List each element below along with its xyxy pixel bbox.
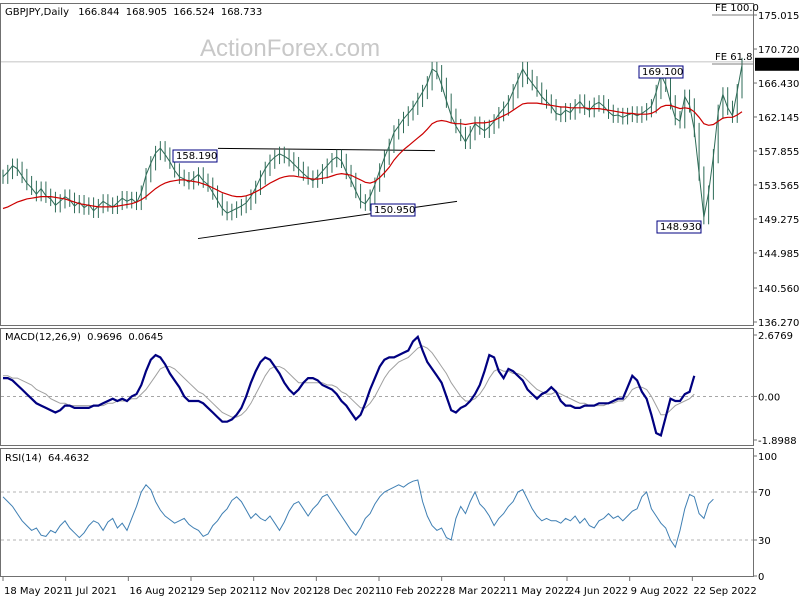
label-169-100: 169.100 [642,67,683,78]
watermark: ActionForex.com [200,35,380,62]
y-tick-label: 0 [758,572,764,583]
y-tick-label: 30 [758,536,771,547]
x-tick-label: 18 May 2021 [4,586,69,597]
y-tick-label: 170.720 [758,45,799,56]
rsi-label: RSI(14) [5,453,42,464]
panel-frames [0,3,754,577]
last-price-text: 168.733 [757,60,798,71]
macd-signal-value: 0.0645 [128,332,163,343]
ohlc-low: 166.524 [173,7,214,18]
rsi-value: 64.4632 [48,453,89,464]
y-tick-label: -1.8988 [758,436,797,447]
y-tick-label: 0.00 [758,392,780,403]
label-148-930-box [656,220,702,234]
annotations-layer: 158.190 150.950 169.100 148.930 FE 100.0 FE 6… [172,3,799,234]
macd-label: MACD(12,26,9) [5,332,81,343]
label-158-190-box [172,149,218,163]
series-layer [2,57,743,549]
rsi-line [2,479,714,549]
y-tick-label: 166.430 [758,79,799,90]
last-price-tag [755,57,799,71]
y-tick-label: 100 [758,452,777,463]
ohlc-high: 168.905 [126,7,167,18]
x-tick-label: 29 Sep 2021 [192,586,255,597]
x-tick-label: 24 Jun 2022 [568,586,628,597]
y-tick-label: 144.985 [758,249,799,260]
price-series-line [2,64,743,218]
price-panel-title: GBPJPY,Daily 166.844 168.905 166.524 168… [5,7,262,18]
macd-value: 0.9696 [87,332,122,343]
y-tick-label: 2.6769 [758,331,793,342]
fe-61-8-label: FE 61.8 [715,52,753,63]
y-tick-label: 70 [758,488,771,499]
y-tick-label: 136.270 [758,318,799,329]
upper-trendline [217,147,436,152]
fe-100-label: FE 100.0 [715,3,759,14]
label-169-100-box [638,65,684,79]
x-tick-label: 10 Feb 2022 [380,586,442,597]
symbol-label: GBPJPY,Daily [5,7,69,18]
x-tick-label: 16 Aug 2021 [129,586,193,597]
label-150-950-box [370,203,416,217]
y-tick-label: 157.855 [758,147,799,158]
x-tick-label: 12 Nov 2021 [255,586,319,597]
y-tick-label: 149.275 [758,215,799,226]
label-148-930: 148.930 [660,222,701,233]
y-tick-label: 153.565 [758,181,799,192]
x-tick-label: 1 Jul 2021 [67,586,117,597]
x-tick-label: 22 Sep 2022 [693,586,756,597]
label-158-190: 158.190 [176,151,217,162]
y-tick-label: 175.015 [758,11,799,22]
y-tick-label: 140.560 [758,284,799,295]
x-tick-label: 11 May 2022 [505,586,570,597]
ohlc-open: 166.844 [78,7,119,18]
x-tick-label: 28 Dec 2021 [317,586,381,597]
rsi-panel-title: RSI(14) 64.4632 [5,453,89,464]
label-150-950: 150.950 [374,205,415,216]
grid-lines [1,396,753,541]
y-tick-label: 162.145 [758,113,799,124]
ohlc-close: 168.733 [221,7,262,18]
x-tick-label: 9 Aug 2022 [631,586,689,597]
moving-average-line [2,102,743,210]
macd-main-line [3,334,696,437]
x-tick-label: 28 Mar 2022 [443,586,506,597]
macd-panel-title: MACD(12,26,9) 0.9696 0.0645 [5,332,163,343]
